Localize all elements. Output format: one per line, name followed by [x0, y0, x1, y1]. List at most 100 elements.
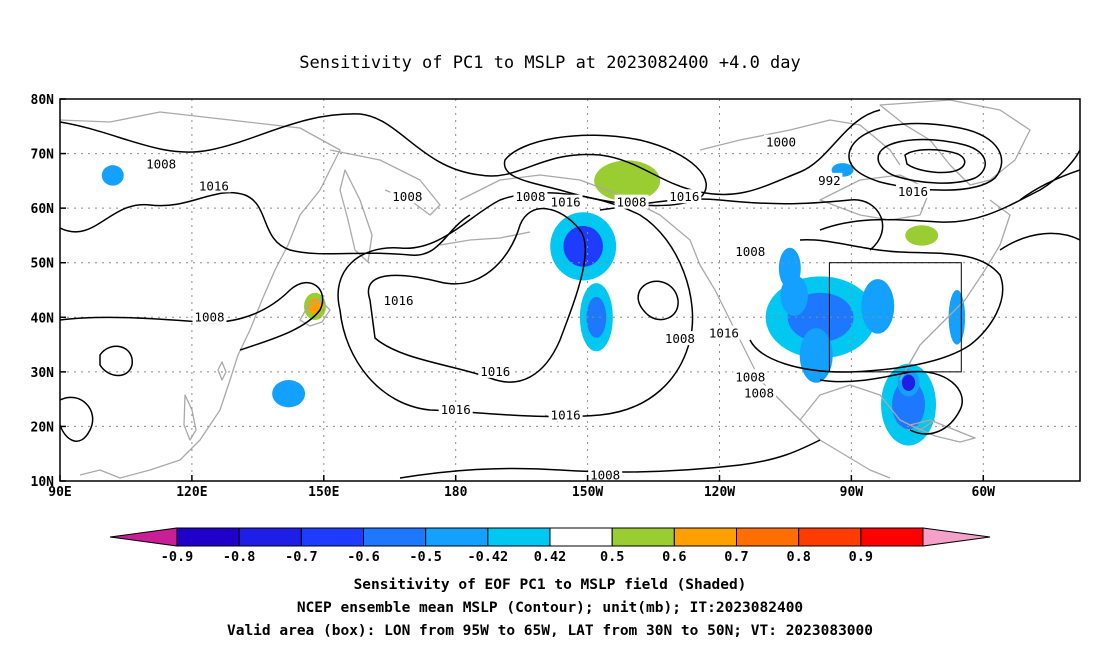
contour-label: 1016 [383, 293, 413, 308]
colorbar-label: 0.6 [662, 549, 686, 565]
colorbar-swatch [798, 527, 862, 547]
coastline-philippines [183, 394, 197, 441]
colorbar-label: 0.42 [534, 549, 567, 565]
contour-label: 1008 [735, 244, 765, 259]
contour-label-bg [706, 325, 741, 340]
lon-tick-label: 120E [176, 485, 207, 500]
colorbar-label: 0.5 [600, 549, 624, 565]
sensitivity-shading [101, 160, 966, 446]
isobar-1016-north-atlantic [1019, 169, 1080, 201]
sensitivity-patch [607, 168, 647, 194]
contour-label-bg [381, 292, 416, 307]
sensitivity-patch [806, 339, 827, 372]
contour-label-bg [733, 243, 768, 258]
colorbar [109, 527, 991, 547]
lat-tick-label: 20N [31, 420, 55, 435]
coastline-east-asia [60, 111, 341, 479]
contour-label: 1008 [735, 369, 765, 384]
colorbar-label: -0.8 [223, 549, 256, 565]
lon-tick-label: 120W [704, 485, 735, 500]
isobar-984-atlantic-low [904, 148, 966, 174]
contour-label: 1016 [709, 326, 739, 341]
footer-line-1: Sensitivity of EOF PC1 to MSLP field (Sh… [354, 577, 747, 593]
contour-label-bg [438, 402, 473, 417]
contour-label: 1008 [616, 195, 646, 210]
contour-label-bg [513, 189, 548, 204]
isobar-1016-atlantic [819, 149, 1080, 231]
sensitivity-patch [106, 169, 120, 182]
contour-label-bg [816, 172, 843, 187]
isobar-1008-low-small [637, 280, 679, 321]
footer-line-2: NCEP ensemble mean MSLP (Contour); unit(… [297, 600, 803, 616]
lon-tick-label: 150W [572, 485, 603, 500]
contour-label: 992 [818, 173, 841, 188]
contour-label-bg [196, 178, 231, 193]
colorbar-label: -0.6 [347, 549, 380, 565]
colorbar-label: 0.7 [724, 549, 748, 565]
contour-label-bg [662, 331, 697, 346]
lat-tick-label: 80N [31, 93, 55, 108]
coastline-arctic-canada [699, 119, 901, 166]
sensitivity-patch [563, 225, 603, 267]
colorbar-label: -0.9 [161, 549, 194, 565]
contour-label-bg [390, 189, 425, 204]
isobar-1008-north [60, 109, 881, 196]
map-area: 1008 1016 1008 1016 1008 1008 1016 1008 1016 1008… [60, 99, 1080, 483]
contour-label: 1008 [515, 189, 545, 204]
coastline-east-us [899, 199, 1011, 381]
colorbar-labels: -0.9 -0.8 -0.7 -0.6 -0.5 -0.42 0.42 0.5 0.6 0.7 0.… [161, 549, 873, 565]
isobar-1000-atlantic-low [848, 122, 1003, 191]
isobar-992-atlantic-low [877, 138, 986, 184]
contour-label: 1016 [898, 184, 928, 199]
colorbar-swatch [300, 527, 365, 547]
colorbar-label: -0.7 [285, 549, 318, 565]
contour-label-bg [478, 363, 513, 378]
coastline-alaska [459, 174, 761, 381]
contour-label-bg [144, 156, 179, 171]
contour-label: 1008 [590, 468, 620, 483]
contour-label: 1008 [744, 386, 774, 401]
isobar-1008-east-us [819, 370, 963, 435]
lon-tick-label: 60W [972, 485, 996, 500]
colorbar-end-max [922, 527, 991, 547]
sensitivity-patch [785, 283, 803, 308]
contour-label: 1016 [441, 402, 471, 417]
colorbar-swatch [487, 527, 551, 547]
isobar-1016-east-china-loop [99, 345, 133, 377]
sensitivity-patch [308, 298, 322, 315]
sensitivity-patch [911, 229, 932, 242]
contour-label-bg [667, 189, 702, 204]
contour-label-bg [192, 309, 227, 324]
colorbar-label: -0.5 [409, 549, 442, 565]
colorbar-swatch [673, 527, 737, 547]
contour-label: 1008 [392, 189, 422, 204]
contour-label: 1008 [194, 309, 224, 324]
contour-label: 1016 [551, 195, 581, 210]
colorbar-swatch [611, 527, 675, 547]
colorbar-swatch [425, 527, 489, 547]
contour-label: 1016 [669, 189, 699, 204]
colorbar-end-min [109, 527, 178, 547]
sensitivity-patch [901, 374, 916, 391]
isobar-1016-asia [60, 191, 471, 256]
lat-tick-label: 10N [31, 475, 55, 490]
latitude-axis: 80N 70N 60N 50N 40N 30N 20N 10N [31, 93, 66, 490]
contour-label: 1016 [199, 178, 229, 193]
sensitivity-patch [278, 385, 299, 402]
valid-area-box [828, 262, 962, 373]
isobar-1008-south-asia [60, 396, 94, 442]
isobar-1016-northeast-pacific [599, 198, 884, 251]
lat-tick-label: 50N [31, 257, 55, 272]
map-frame [59, 98, 1081, 482]
colorbar-swatch [549, 527, 613, 547]
longitude-axis: 90E 120E 150E 180 150W 120W 90W 60W [48, 475, 995, 500]
contour-labels: 1008 1016 1008 1016 1008 1008 1016 1008 1016 1008… [144, 134, 930, 483]
lat-tick-label: 70N [31, 148, 55, 163]
lon-tick-label: 90E [48, 485, 71, 500]
contour-label-bg [548, 194, 583, 209]
contour-label-bg [733, 369, 768, 384]
sensitivity-patch [867, 290, 888, 323]
colorbar-swatch [238, 527, 302, 547]
sensitivity-patch [783, 255, 797, 281]
lat-tick-label: 40N [31, 311, 55, 326]
